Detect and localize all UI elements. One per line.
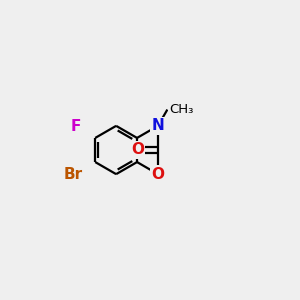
Text: Br: Br — [64, 167, 83, 182]
Text: F: F — [71, 119, 81, 134]
Text: O: O — [152, 167, 164, 182]
Text: CH₃: CH₃ — [169, 103, 193, 116]
Text: O: O — [131, 142, 144, 158]
Text: N: N — [152, 118, 164, 134]
